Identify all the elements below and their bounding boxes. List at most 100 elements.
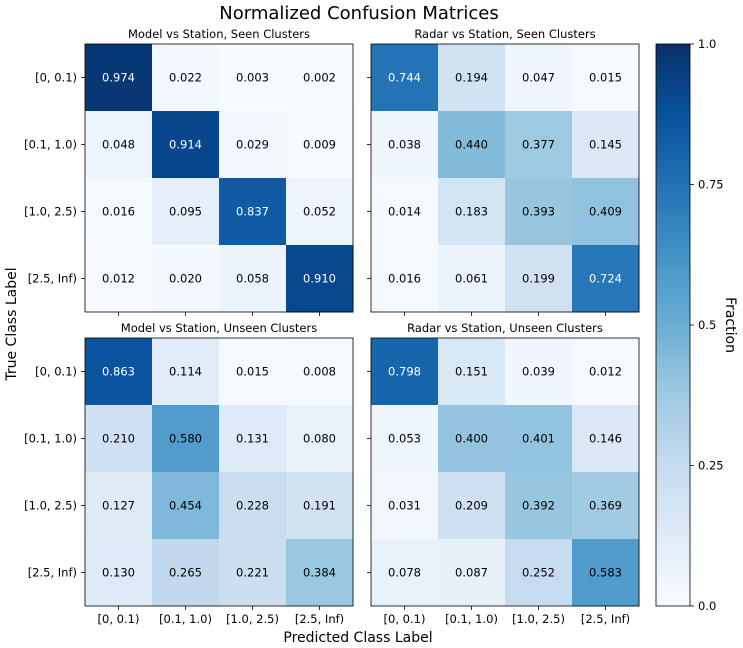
- heatmap-cell: [438, 44, 506, 112]
- cell-value-label: 0.048: [102, 138, 135, 152]
- heatmap-cell: [152, 338, 220, 406]
- cell-value-label: 0.798: [388, 365, 421, 379]
- cell-value-label: 0.744: [388, 71, 421, 85]
- cell-value-label: 0.377: [522, 138, 555, 152]
- cell-value-label: 0.191: [303, 499, 336, 513]
- cell-value-label: 0.022: [169, 71, 202, 85]
- heatmap-cell: [505, 338, 573, 406]
- heatmap-cell: [85, 44, 153, 112]
- y-axis-label: True Class Label: [4, 267, 20, 381]
- heatmap-cell: [371, 539, 439, 607]
- heatmap-panels: Model vs Station, Seen Clusters 0.974 0.02…: [24, 27, 640, 626]
- heatmap-cell: [85, 405, 153, 473]
- x-tick-label: [2.5, Inf): [295, 612, 344, 626]
- heatmap-cell: [572, 111, 640, 179]
- cell-value-label: 0.199: [522, 272, 555, 286]
- heatmap-cell: [219, 405, 287, 473]
- heatmap-cell: [152, 245, 220, 313]
- cell-value-label: 0.369: [589, 499, 622, 513]
- cell-value-label: 0.009: [303, 138, 336, 152]
- cell-value-label: 0.440: [455, 138, 488, 152]
- cell-value-label: 0.003: [236, 71, 269, 85]
- panel-title: Model vs Station, Unseen Clusters: [121, 321, 317, 335]
- heatmap-cell: [438, 111, 506, 179]
- cell-value-label: 0.014: [388, 205, 421, 219]
- heatmap-cell: [85, 111, 153, 179]
- heatmap-cell: [505, 405, 573, 473]
- cell-value-label: 0.012: [102, 272, 135, 286]
- heatmap-cell: [219, 245, 287, 313]
- colorbar-tick-label: 1.0: [698, 37, 716, 51]
- heatmap-cell: [219, 111, 287, 179]
- heatmap-cell: [371, 405, 439, 473]
- cell-value-label: 0.015: [589, 71, 622, 85]
- colorbar-tick-label: 0.0: [698, 599, 716, 613]
- panel-frame: [84, 43, 354, 313]
- cell-value-label: 0.393: [522, 205, 555, 219]
- heatmap-panel: Radar vs Station, Unseen Clusters 0.798 0.…: [367, 321, 640, 626]
- cell-value-label: 0.095: [169, 205, 202, 219]
- heatmap-cell: [85, 539, 153, 607]
- colorbar: Fraction 0.0 0.25 0.5 0.75 1.0: [655, 37, 738, 613]
- y-tick-label: [0, 0.1): [35, 71, 77, 85]
- cell-value-label: 0.194: [455, 71, 488, 85]
- cell-value-label: 0.058: [236, 272, 269, 286]
- cell-value-label: 0.910: [303, 272, 336, 286]
- cell-value-label: 0.052: [303, 205, 336, 219]
- heatmap-cell: [438, 405, 506, 473]
- cell-value-label: 0.053: [388, 432, 421, 446]
- cell-value-label: 0.061: [455, 272, 488, 286]
- cell-value-label: 0.016: [102, 205, 135, 219]
- colorbar-tick-label: 0.25: [698, 459, 724, 473]
- cell-value-label: 0.221: [236, 566, 269, 580]
- heatmap-cell: [286, 472, 354, 540]
- panel-title: Model vs Station, Seen Clusters: [128, 27, 310, 41]
- x-tick-label: [1.0, 2.5): [512, 612, 565, 626]
- heatmap-cell: [438, 178, 506, 246]
- cell-value-label: 0.020: [169, 272, 202, 286]
- cell-value-label: 0.183: [455, 205, 488, 219]
- cell-value-label: 0.252: [522, 566, 555, 580]
- y-tick-label: [0, 0.1): [35, 365, 77, 379]
- heatmap-panel: Model vs Station, Unseen Clusters 0.863 0.…: [24, 321, 354, 626]
- heatmap-cell: [572, 245, 640, 313]
- heatmap-cell: [371, 472, 439, 540]
- heatmap-cell: [286, 245, 354, 313]
- heatmap-cell: [371, 338, 439, 406]
- cell-value-label: 0.130: [102, 566, 135, 580]
- cell-value-label: 0.392: [522, 499, 555, 513]
- cell-value-label: 0.047: [522, 71, 555, 85]
- cell-value-label: 0.724: [589, 272, 622, 286]
- x-tick-label: [0, 0.1): [384, 612, 426, 626]
- heatmap-cell: [85, 472, 153, 540]
- heatmap-cell: [152, 44, 220, 112]
- panel-frame: [84, 337, 354, 607]
- heatmap-cell: [286, 44, 354, 112]
- heatmap-cell: [438, 539, 506, 607]
- heatmap-cell: [286, 539, 354, 607]
- cell-value-label: 0.401: [522, 432, 555, 446]
- cell-value-label: 0.039: [522, 365, 555, 379]
- y-tick-label: [1.0, 2.5): [24, 205, 77, 219]
- colorbar-label: Fraction: [722, 297, 738, 353]
- heatmap-cell: [572, 178, 640, 246]
- cell-value-label: 0.914: [169, 138, 202, 152]
- heatmap-cell: [505, 245, 573, 313]
- figure-title: Normalized Confusion Matrices: [219, 3, 498, 24]
- cell-value-label: 0.210: [102, 432, 135, 446]
- heatmap-cell: [371, 178, 439, 246]
- colorbar-gradient: [655, 43, 691, 607]
- heatmap-cell: [438, 338, 506, 406]
- heatmap-cell: [152, 539, 220, 607]
- heatmap-cell: [371, 44, 439, 112]
- heatmap-cell: [286, 178, 354, 246]
- colorbar-tick-label: 0.75: [698, 178, 724, 192]
- y-tick-label: [2.5, Inf): [28, 272, 77, 286]
- heatmap-cell: [85, 245, 153, 313]
- panel-frame: [370, 43, 640, 313]
- cell-value-label: 0.384: [303, 566, 336, 580]
- heatmap-cell: [219, 539, 287, 607]
- cell-value-label: 0.087: [455, 566, 488, 580]
- heatmap-cell: [219, 44, 287, 112]
